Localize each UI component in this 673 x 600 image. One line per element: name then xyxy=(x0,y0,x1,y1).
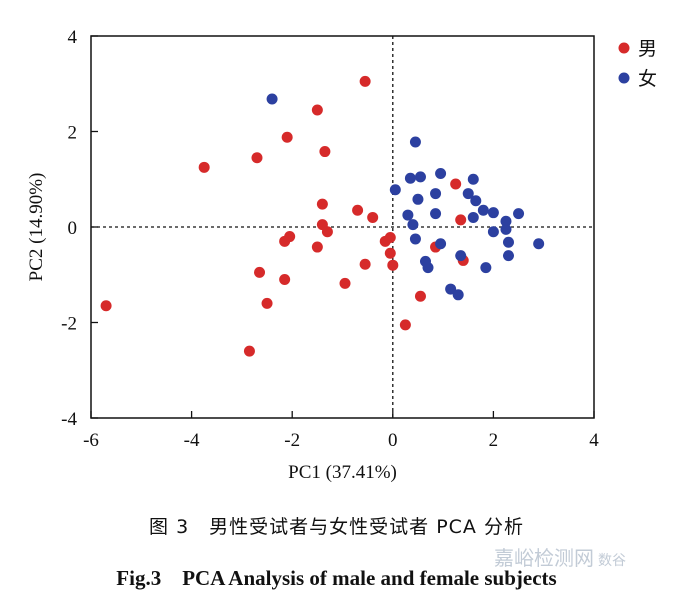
x-tick-label: 4 xyxy=(589,430,599,451)
female-point xyxy=(409,233,421,245)
female-point xyxy=(409,136,421,148)
y-tick-label: 0 xyxy=(68,218,78,239)
female-point xyxy=(480,262,492,274)
female-point xyxy=(266,93,278,105)
y-tick-label: 2 xyxy=(68,123,78,144)
figure-caption-chinese: 图 3 男性受试者与女性受试者 PCA 分析 xyxy=(149,516,524,538)
male-point xyxy=(261,297,273,309)
male-point xyxy=(384,232,396,244)
male-point xyxy=(281,131,293,143)
y-axis-label: PC2 (14.90%) xyxy=(26,173,47,282)
figure-caption-english: Fig.3 PCA Analysis of male and female su… xyxy=(116,566,557,590)
female-point xyxy=(407,219,419,231)
legend-marker xyxy=(618,72,630,84)
female-point xyxy=(477,204,489,216)
female-point xyxy=(404,172,416,184)
x-tick-label: 0 xyxy=(388,430,398,451)
female-point xyxy=(389,184,401,196)
male-point xyxy=(198,161,210,173)
plot-frame xyxy=(90,35,595,419)
female-point xyxy=(500,215,512,227)
female-point xyxy=(430,208,442,220)
female-point xyxy=(445,283,457,295)
male-point xyxy=(352,204,364,216)
female-point xyxy=(533,238,545,250)
male-point xyxy=(384,247,396,259)
male-point xyxy=(399,319,411,331)
female-point xyxy=(467,173,479,185)
x-tick-label: -6 xyxy=(83,430,99,451)
x-tick-label: 2 xyxy=(489,430,499,451)
x-axis-label: PC1 (37.41%) xyxy=(288,462,397,483)
legend-label: 男 xyxy=(638,38,657,60)
y-tick-label: -2 xyxy=(61,314,77,335)
male-point xyxy=(387,259,399,271)
male-point xyxy=(254,266,266,278)
female-point xyxy=(402,209,414,221)
male-point xyxy=(455,214,467,226)
female-point xyxy=(422,262,434,274)
male-point xyxy=(339,277,351,289)
male-point xyxy=(321,226,333,238)
male-point xyxy=(279,274,291,286)
legend: 男女 xyxy=(618,38,657,90)
male-point xyxy=(311,241,323,253)
female-point xyxy=(470,195,482,207)
legend-marker xyxy=(618,42,630,54)
watermark-sub: 数谷 xyxy=(598,553,626,569)
x-tick-label: -2 xyxy=(284,430,300,451)
axis-ticks: -6 -4 -2 0 2 4 -4 -2 0 2 4 xyxy=(61,27,599,451)
male-point xyxy=(359,75,371,87)
male-point xyxy=(100,300,112,312)
female-point xyxy=(462,188,474,200)
female-point xyxy=(435,238,447,250)
female-point xyxy=(502,236,514,248)
female-point xyxy=(412,193,424,205)
y-tick-label: -4 xyxy=(61,409,77,430)
female-point xyxy=(502,250,514,262)
female-point xyxy=(500,223,512,235)
female-point xyxy=(455,250,467,262)
watermark-main: 嘉峪检测网 xyxy=(494,546,594,570)
female-point xyxy=(435,168,447,180)
male-point xyxy=(251,152,263,164)
male-point xyxy=(450,178,462,190)
male-point xyxy=(311,104,323,116)
female-point xyxy=(467,211,479,223)
male-point xyxy=(319,146,331,158)
male-point xyxy=(316,198,328,210)
x-tick-label: -4 xyxy=(184,430,200,451)
male-point xyxy=(243,345,255,357)
female-point xyxy=(452,289,464,301)
female-point xyxy=(430,188,442,200)
legend-label: 女 xyxy=(638,68,657,90)
female-point xyxy=(487,226,499,238)
pca-scatter-chart: -6 -4 -2 0 2 4 -4 -2 0 2 4 男女 PC1 (37.41%) PC2 (14… xyxy=(26,27,657,483)
male-point xyxy=(414,290,426,302)
male-point xyxy=(367,211,379,223)
female-point xyxy=(513,208,525,220)
female-point xyxy=(414,171,426,183)
data-points xyxy=(100,75,545,357)
female-point xyxy=(487,207,499,219)
male-point xyxy=(359,258,371,270)
y-tick-label: 4 xyxy=(68,27,78,48)
male-point xyxy=(279,235,291,247)
watermark: 嘉峪检测网 数谷 xyxy=(494,542,626,571)
reference-lines xyxy=(91,36,594,418)
